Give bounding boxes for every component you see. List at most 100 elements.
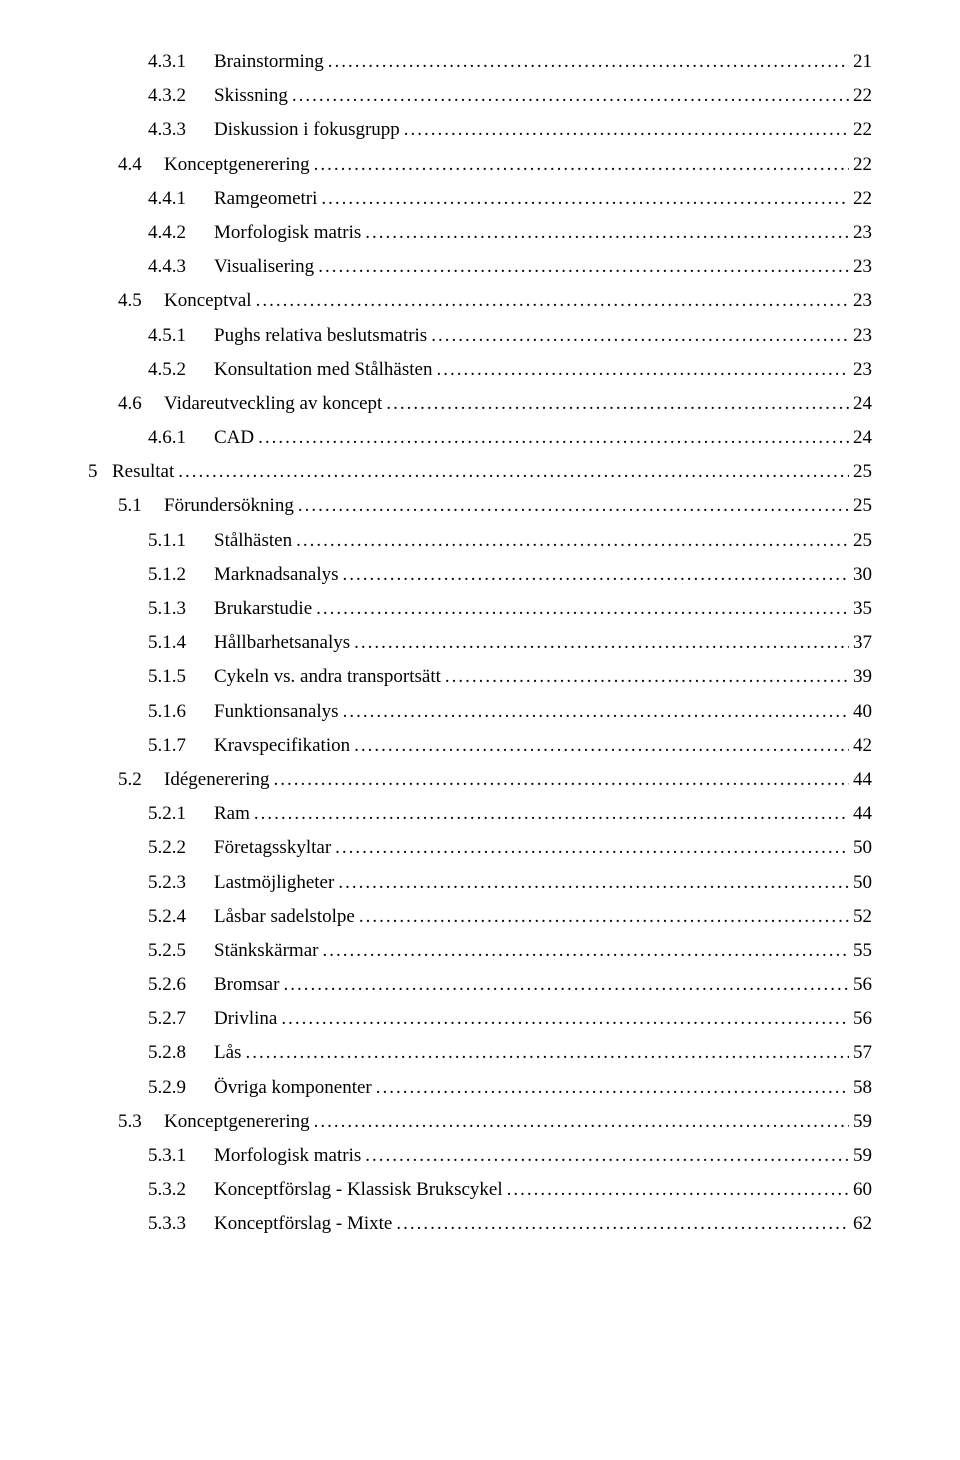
toc-entry-page: 50 <box>853 838 872 857</box>
toc-entry-title: Brukarstudie <box>214 599 312 618</box>
toc-leader-dots <box>335 838 849 857</box>
toc-entry: 4.3.1Brainstorming21 <box>88 52 872 71</box>
toc-entry: 5.2.9Övriga komponenter 58 <box>88 1078 872 1097</box>
toc-entry-title: Lås <box>214 1043 241 1062</box>
toc-entry-number: 5.2.1 <box>148 804 214 823</box>
toc-entry: 4.4.1Ramgeometri22 <box>88 189 872 208</box>
toc-entry-page: 42 <box>853 736 872 755</box>
toc-entry: 5.2.2Företagsskyltar50 <box>88 838 872 857</box>
toc-entry-number: 5.2.9 <box>148 1078 214 1097</box>
toc-leader-dots <box>328 52 849 71</box>
toc-entry-title: Lastmöjligheter <box>214 873 334 892</box>
toc-entry-number: 5.1.2 <box>148 565 214 584</box>
toc-entry-number: 4.4.1 <box>148 189 214 208</box>
toc-entry-number: 4.5.2 <box>148 360 214 379</box>
toc-leader-dots <box>365 223 849 242</box>
toc-entry-number: 5.1.4 <box>148 633 214 652</box>
toc-leader-dots <box>256 291 849 310</box>
toc-entry-number: 5.2.4 <box>148 907 214 926</box>
toc-entry-page: 37 <box>853 633 872 652</box>
toc-leader-dots <box>178 462 849 481</box>
toc-entry-page: 23 <box>853 291 872 310</box>
toc-leader-dots <box>343 702 849 721</box>
toc-entry-page: 44 <box>853 770 872 789</box>
toc-entry-page: 52 <box>853 907 872 926</box>
toc-entry: 5.2Idégenerering44 <box>88 770 872 789</box>
toc-entry: 5.2.7Drivlina56 <box>88 1009 872 1028</box>
toc-entry-title: Visualisering <box>214 257 314 276</box>
toc-leader-dots <box>338 873 849 892</box>
toc-entry-page: 23 <box>853 360 872 379</box>
toc-entry-page: 55 <box>853 941 872 960</box>
toc-leader-dots <box>283 975 849 994</box>
toc-entry-number: 5.1.6 <box>148 702 214 721</box>
toc-entry-title: Vidareutveckling av koncept <box>164 394 382 413</box>
toc-entry: 4.5.1Pughs relativa beslutsmatris 23 <box>88 326 872 345</box>
toc-entry: 5.1Förundersökning25 <box>88 496 872 515</box>
toc-entry-title: CAD <box>214 428 254 447</box>
toc-entry-title: Marknadsanalys <box>214 565 339 584</box>
toc-entry-title: Konsultation med Stålhästen <box>214 360 432 379</box>
toc-entry-number: 5.2.8 <box>148 1043 214 1062</box>
toc-entry: 5.2.8Lås57 <box>88 1043 872 1062</box>
toc-entry-title: Idégenerering <box>164 770 270 789</box>
toc-entry: 5.1.2Marknadsanalys 30 <box>88 565 872 584</box>
toc-leader-dots <box>445 667 849 686</box>
toc-entry-number: 4.5 <box>118 291 164 310</box>
toc-leader-dots <box>404 120 849 139</box>
toc-entry-page: 23 <box>853 326 872 345</box>
toc-entry-page: 22 <box>853 120 872 139</box>
toc-leader-dots <box>314 155 849 174</box>
toc-entry-page: 44 <box>853 804 872 823</box>
toc-leader-dots <box>316 599 849 618</box>
toc-list: 4.3.1Brainstorming214.3.2Skissning224.3.… <box>88 52 872 1233</box>
toc-leader-dots <box>296 531 849 550</box>
toc-entry-number: 4.4 <box>118 155 164 174</box>
toc-entry-number: 5.2.3 <box>148 873 214 892</box>
toc-leader-dots <box>318 257 849 276</box>
toc-entry-page: 35 <box>853 599 872 618</box>
toc-entry: 4.5Konceptval23 <box>88 291 872 310</box>
toc-entry: 5.1.4Hållbarhetsanalys37 <box>88 633 872 652</box>
toc-entry-title: Konceptgenerering <box>164 1112 310 1131</box>
toc-entry-title: Ram <box>214 804 250 823</box>
toc-leader-dots <box>376 1078 849 1097</box>
toc-entry-page: 24 <box>853 428 872 447</box>
toc-leader-dots <box>386 394 849 413</box>
toc-entry-number: 5.1.7 <box>148 736 214 755</box>
toc-leader-dots <box>365 1146 849 1165</box>
toc-entry-title: Funktionsanalys <box>214 702 339 721</box>
toc-entry: 4.5.2Konsultation med Stålhästen 23 <box>88 360 872 379</box>
toc-entry-page: 22 <box>853 189 872 208</box>
toc-entry-page: 59 <box>853 1146 872 1165</box>
toc-entry: 5.1.1Stålhästen25 <box>88 531 872 550</box>
toc-entry-page: 30 <box>853 565 872 584</box>
toc-entry-title: Morfologisk matris <box>214 223 361 242</box>
toc-entry: 5.2.1Ram 44 <box>88 804 872 823</box>
toc-entry-number: 5 <box>88 462 112 481</box>
toc-entry-number: 4.6 <box>118 394 164 413</box>
toc-entry-title: Företagsskyltar <box>214 838 331 857</box>
toc-entry-page: 58 <box>853 1078 872 1097</box>
toc-entry-number: 4.4.3 <box>148 257 214 276</box>
toc-entry-number: 4.3.1 <box>148 52 214 71</box>
toc-entry-number: 5.1 <box>118 496 164 515</box>
toc-entry: 5.1.7Kravspecifikation42 <box>88 736 872 755</box>
toc-entry-number: 4.5.1 <box>148 326 214 345</box>
toc-entry-title: Resultat <box>112 462 174 481</box>
toc-entry-title: Pughs relativa beslutsmatris <box>214 326 427 345</box>
toc-entry-page: 23 <box>853 223 872 242</box>
toc-entry-title: Diskussion i fokusgrupp <box>214 120 400 139</box>
toc-entry-page: 50 <box>853 873 872 892</box>
toc-entry: 5.1.5Cykeln vs. andra transportsätt39 <box>88 667 872 686</box>
toc-entry-title: Skissning <box>214 86 288 105</box>
toc-entry: 4.3.3Diskussion i fokusgrupp22 <box>88 120 872 139</box>
toc-entry-page: 62 <box>853 1214 872 1233</box>
toc-leader-dots <box>281 1009 849 1028</box>
toc-entry-number: 5.2.5 <box>148 941 214 960</box>
toc-entry-title: Övriga komponenter <box>214 1078 372 1097</box>
toc-entry-number: 4.4.2 <box>148 223 214 242</box>
toc-entry-number: 5.3.2 <box>148 1180 214 1199</box>
toc-entry-number: 5.1.5 <box>148 667 214 686</box>
toc-entry-page: 22 <box>853 86 872 105</box>
